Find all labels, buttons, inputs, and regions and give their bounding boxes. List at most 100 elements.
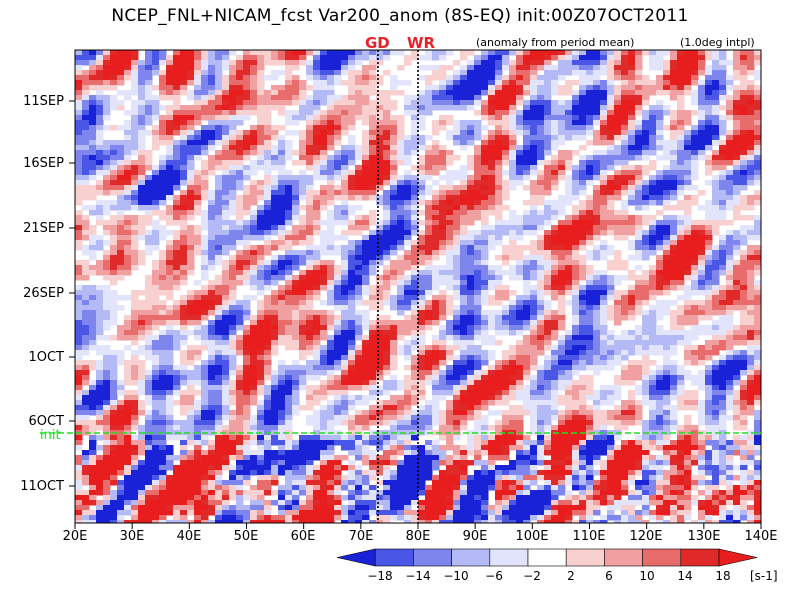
field-cell: [670, 315, 678, 321]
field-cell: [621, 210, 629, 216]
field-cell: [474, 240, 482, 246]
field-cell: [628, 115, 636, 121]
field-cell: [306, 345, 314, 351]
field-cell: [726, 255, 734, 261]
field-cell: [467, 315, 475, 321]
field-cell: [747, 55, 755, 61]
field-cell: [726, 330, 734, 336]
field-cell: [215, 105, 223, 111]
field-cell: [292, 250, 300, 256]
field-cell: [89, 55, 97, 61]
field-cell: [243, 190, 251, 196]
field-cell: [670, 235, 678, 241]
field-cell: [124, 265, 132, 271]
field-cell: [607, 125, 615, 131]
field-cell: [383, 235, 391, 241]
field-cell: [726, 320, 734, 326]
field-cell: [376, 220, 384, 226]
field-cell: [348, 240, 356, 246]
field-cell: [754, 105, 761, 111]
field-cell: [439, 215, 447, 221]
field-cell: [635, 145, 643, 151]
field-cell: [530, 200, 538, 206]
field-cell: [572, 215, 580, 221]
field-cell: [145, 320, 153, 326]
field-cell: [138, 185, 146, 191]
field-cell: [166, 95, 174, 101]
field-cell: [180, 255, 188, 261]
field-cell: [138, 150, 146, 156]
field-cell: [467, 310, 475, 316]
field-cell: [180, 115, 188, 121]
field-cell: [264, 275, 272, 281]
field-cell: [474, 310, 482, 316]
field-cell: [103, 295, 111, 301]
field-cell: [369, 135, 377, 141]
field-cell: [649, 320, 657, 326]
field-cell: [348, 170, 356, 176]
field-cell: [488, 160, 496, 166]
field-cell: [362, 340, 370, 346]
field-cell: [369, 195, 377, 201]
field-cell: [138, 320, 146, 326]
field-cell: [684, 245, 692, 251]
field-cell: [243, 145, 251, 151]
field-cell: [215, 250, 223, 256]
field-cell: [75, 340, 83, 346]
field-cell: [481, 205, 489, 211]
field-cell: [663, 140, 671, 146]
field-cell: [110, 270, 118, 276]
field-cell: [495, 110, 503, 116]
field-cell: [453, 195, 461, 201]
field-cell: [131, 205, 139, 211]
field-cell: [194, 60, 202, 66]
field-cell: [670, 250, 678, 256]
field-cell: [390, 295, 398, 301]
field-cell: [642, 145, 650, 151]
field-cell: [446, 320, 454, 326]
field-cell: [460, 105, 468, 111]
field-cell: [369, 150, 377, 156]
field-cell: [621, 70, 629, 76]
field-cell: [341, 340, 349, 346]
field-cell: [194, 120, 202, 126]
field-cell: [516, 245, 524, 251]
field-cell: [467, 185, 475, 191]
field-cell: [75, 200, 83, 206]
field-cell: [201, 75, 209, 81]
field-cell: [411, 205, 419, 211]
field-cell: [726, 155, 734, 161]
field-cell: [670, 150, 678, 156]
field-cell: [747, 205, 755, 211]
field-cell: [306, 185, 314, 191]
field-cell: [432, 105, 440, 111]
field-cell: [663, 105, 671, 111]
field-cell: [544, 260, 552, 266]
field-cell: [740, 160, 748, 166]
field-cell: [502, 155, 510, 161]
field-cell: [460, 85, 468, 91]
field-cell: [537, 185, 545, 191]
field-cell: [110, 180, 118, 186]
field-cell: [425, 220, 433, 226]
field-cell: [635, 50, 643, 56]
field-cell: [579, 135, 587, 141]
field-cell: [453, 255, 461, 261]
field-cell: [474, 150, 482, 156]
field-cell: [754, 125, 761, 131]
field-cell: [754, 280, 761, 286]
field-cell: [369, 240, 377, 246]
field-cell: [236, 195, 244, 201]
field-cell: [264, 250, 272, 256]
field-cell: [334, 95, 342, 101]
field-cell: [684, 260, 692, 266]
field-cell: [355, 295, 363, 301]
field-cell: [495, 50, 503, 56]
field-cell: [747, 170, 755, 176]
field-cell: [607, 95, 615, 101]
field-cell: [355, 315, 363, 321]
field-cell: [166, 65, 174, 71]
field-cell: [327, 215, 335, 221]
field-cell: [229, 325, 237, 331]
field-cell: [215, 130, 223, 136]
